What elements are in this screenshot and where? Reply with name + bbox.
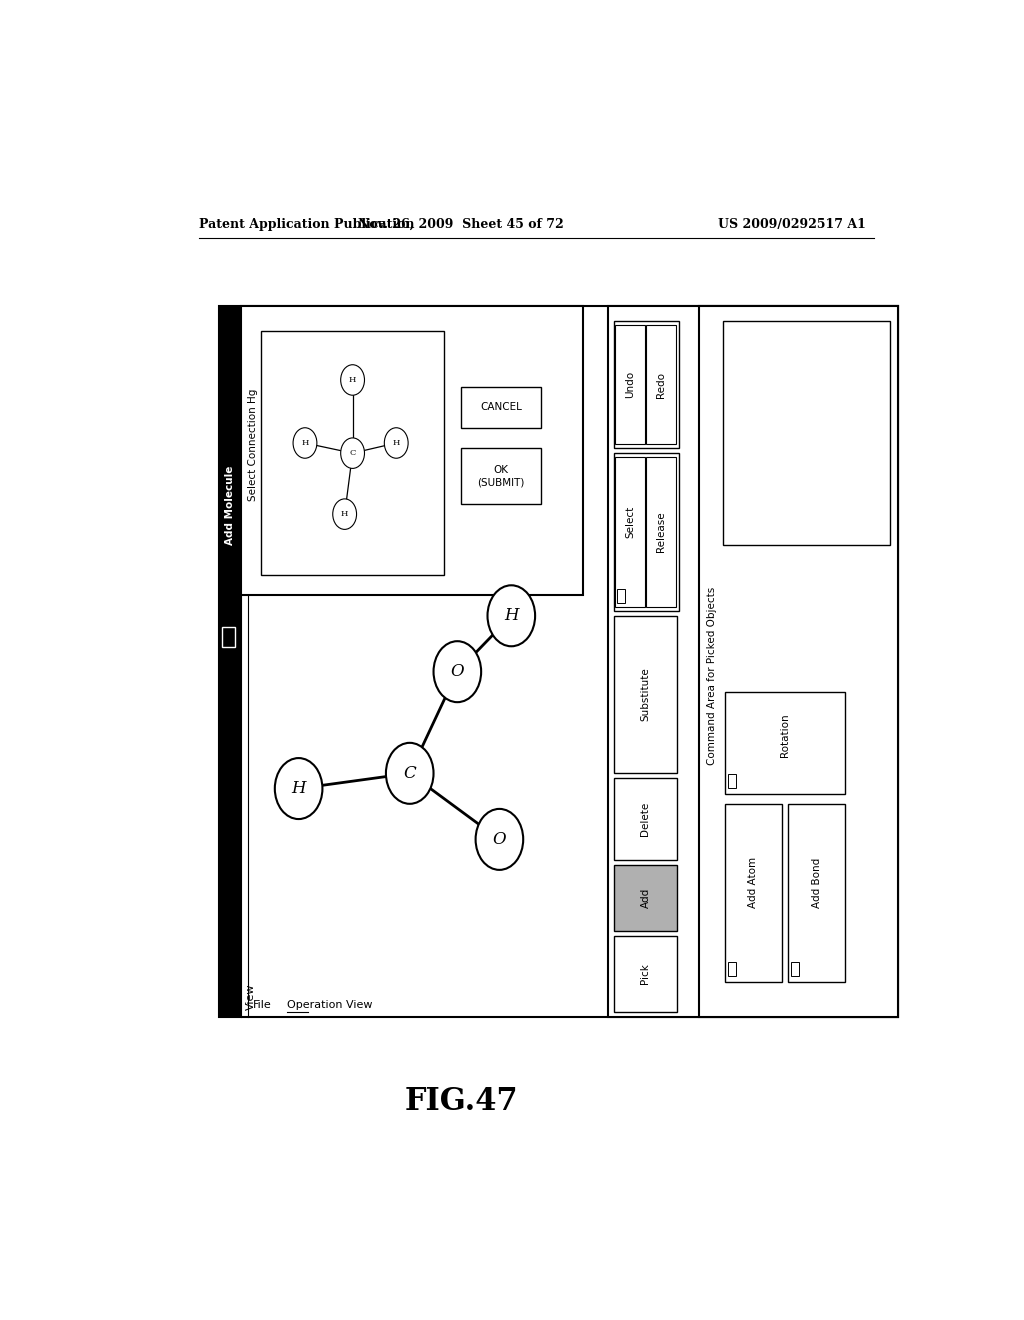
Circle shape: [475, 809, 523, 870]
Text: Command Area for Picked Objects: Command Area for Picked Objects: [708, 586, 717, 764]
FancyBboxPatch shape: [613, 779, 677, 859]
Text: Add Molecule: Add Molecule: [225, 466, 236, 545]
Text: Nov. 26, 2009  Sheet 45 of 72: Nov. 26, 2009 Sheet 45 of 72: [358, 218, 564, 231]
FancyBboxPatch shape: [615, 325, 645, 444]
Text: Add: Add: [640, 888, 650, 908]
Text: C: C: [349, 449, 355, 457]
Text: H: H: [392, 440, 400, 447]
FancyBboxPatch shape: [646, 325, 677, 444]
FancyBboxPatch shape: [725, 692, 846, 793]
FancyBboxPatch shape: [646, 457, 677, 607]
Circle shape: [341, 364, 365, 395]
Text: C: C: [403, 764, 416, 781]
Text: H: H: [301, 440, 308, 447]
FancyBboxPatch shape: [728, 775, 736, 788]
FancyBboxPatch shape: [242, 306, 583, 595]
FancyBboxPatch shape: [261, 331, 443, 576]
FancyBboxPatch shape: [613, 936, 677, 1012]
Circle shape: [386, 743, 433, 804]
FancyBboxPatch shape: [699, 306, 898, 1018]
Circle shape: [341, 438, 365, 469]
Text: File: File: [253, 1001, 271, 1010]
FancyBboxPatch shape: [461, 387, 541, 428]
Text: Operation View: Operation View: [287, 1001, 372, 1010]
FancyBboxPatch shape: [723, 321, 890, 545]
Text: Pick: Pick: [640, 964, 650, 985]
FancyBboxPatch shape: [788, 804, 846, 982]
FancyBboxPatch shape: [608, 306, 898, 1018]
Text: Delete: Delete: [640, 803, 650, 836]
Text: Patent Application Publication: Patent Application Publication: [200, 218, 415, 231]
FancyBboxPatch shape: [219, 306, 242, 1018]
Circle shape: [487, 585, 536, 647]
Text: Redo: Redo: [656, 371, 667, 397]
Text: O: O: [493, 830, 506, 847]
Circle shape: [333, 499, 356, 529]
FancyBboxPatch shape: [792, 962, 800, 975]
Text: H: H: [292, 780, 306, 797]
FancyBboxPatch shape: [219, 306, 898, 1018]
FancyBboxPatch shape: [613, 321, 679, 447]
Text: Release: Release: [656, 512, 667, 552]
FancyBboxPatch shape: [615, 457, 645, 607]
FancyBboxPatch shape: [613, 865, 677, 931]
Text: Undo: Undo: [626, 371, 635, 399]
FancyBboxPatch shape: [613, 453, 679, 611]
Text: Substitute: Substitute: [640, 668, 650, 722]
Text: Rotation: Rotation: [780, 713, 791, 756]
Text: Select: Select: [626, 506, 635, 537]
Circle shape: [274, 758, 323, 818]
Text: Select Connection Hg: Select Connection Hg: [248, 388, 258, 502]
Circle shape: [433, 642, 481, 702]
Circle shape: [384, 428, 409, 458]
Text: H: H: [504, 607, 518, 624]
Circle shape: [293, 428, 316, 458]
Text: View: View: [246, 983, 256, 1010]
Text: O: O: [451, 663, 464, 680]
FancyBboxPatch shape: [728, 962, 736, 975]
Text: FIG.47: FIG.47: [404, 1086, 518, 1117]
Text: Add Atom: Add Atom: [749, 857, 759, 908]
FancyBboxPatch shape: [613, 615, 677, 774]
Text: CANCEL: CANCEL: [480, 403, 522, 412]
FancyBboxPatch shape: [461, 447, 541, 504]
Text: Add Bond: Add Bond: [812, 858, 822, 908]
Text: H: H: [349, 376, 356, 384]
FancyBboxPatch shape: [222, 627, 236, 647]
Text: H: H: [341, 510, 348, 519]
FancyBboxPatch shape: [616, 589, 625, 602]
FancyBboxPatch shape: [725, 804, 782, 982]
Text: US 2009/0292517 A1: US 2009/0292517 A1: [718, 218, 866, 231]
Text: OK
(SUBMIT): OK (SUBMIT): [477, 465, 524, 487]
